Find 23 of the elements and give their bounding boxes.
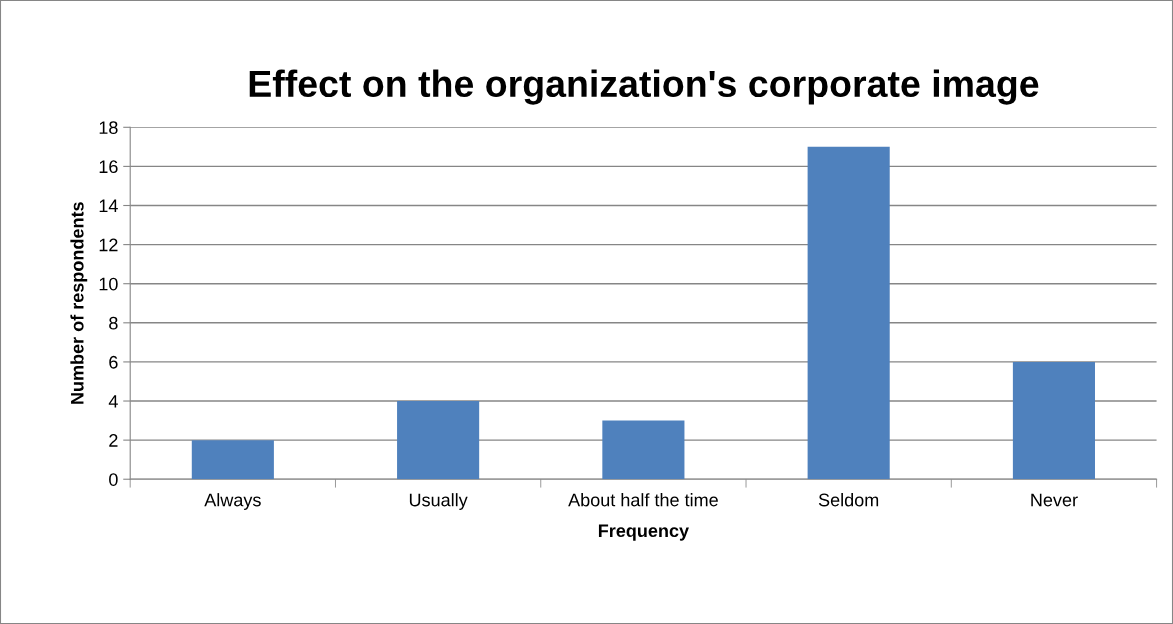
x-tick-label: Seldom (818, 493, 879, 507)
y-tick-label: 4 (108, 395, 118, 408)
y-tick-label: 14 (99, 199, 118, 213)
x-axis-title: Frequency (598, 524, 689, 541)
y-tick-label: 12 (99, 238, 118, 252)
y-tick-label: 2 (109, 434, 118, 447)
y-tick-label: 18 (99, 121, 118, 135)
y-tick-label: 8 (109, 316, 118, 330)
y-axis-title: Number of respondents (70, 202, 88, 404)
y-tick-label: 6 (109, 355, 118, 369)
x-tick-label: About half the time (568, 493, 718, 507)
bar (191, 440, 274, 480)
y-tick-label: 0 (109, 473, 118, 486)
chart-title: Effect on the organization's corporate image (249, 69, 1039, 105)
x-tick-label: Usually (409, 493, 468, 510)
y-tick-label: 10 (99, 277, 118, 291)
y-tick-label: 16 (99, 160, 118, 174)
x-tick-label: Always (204, 493, 261, 510)
bar (1012, 361, 1095, 480)
bar (397, 401, 480, 480)
x-tick-label: Never (1031, 493, 1078, 507)
bar (602, 420, 685, 480)
bar (807, 146, 890, 480)
